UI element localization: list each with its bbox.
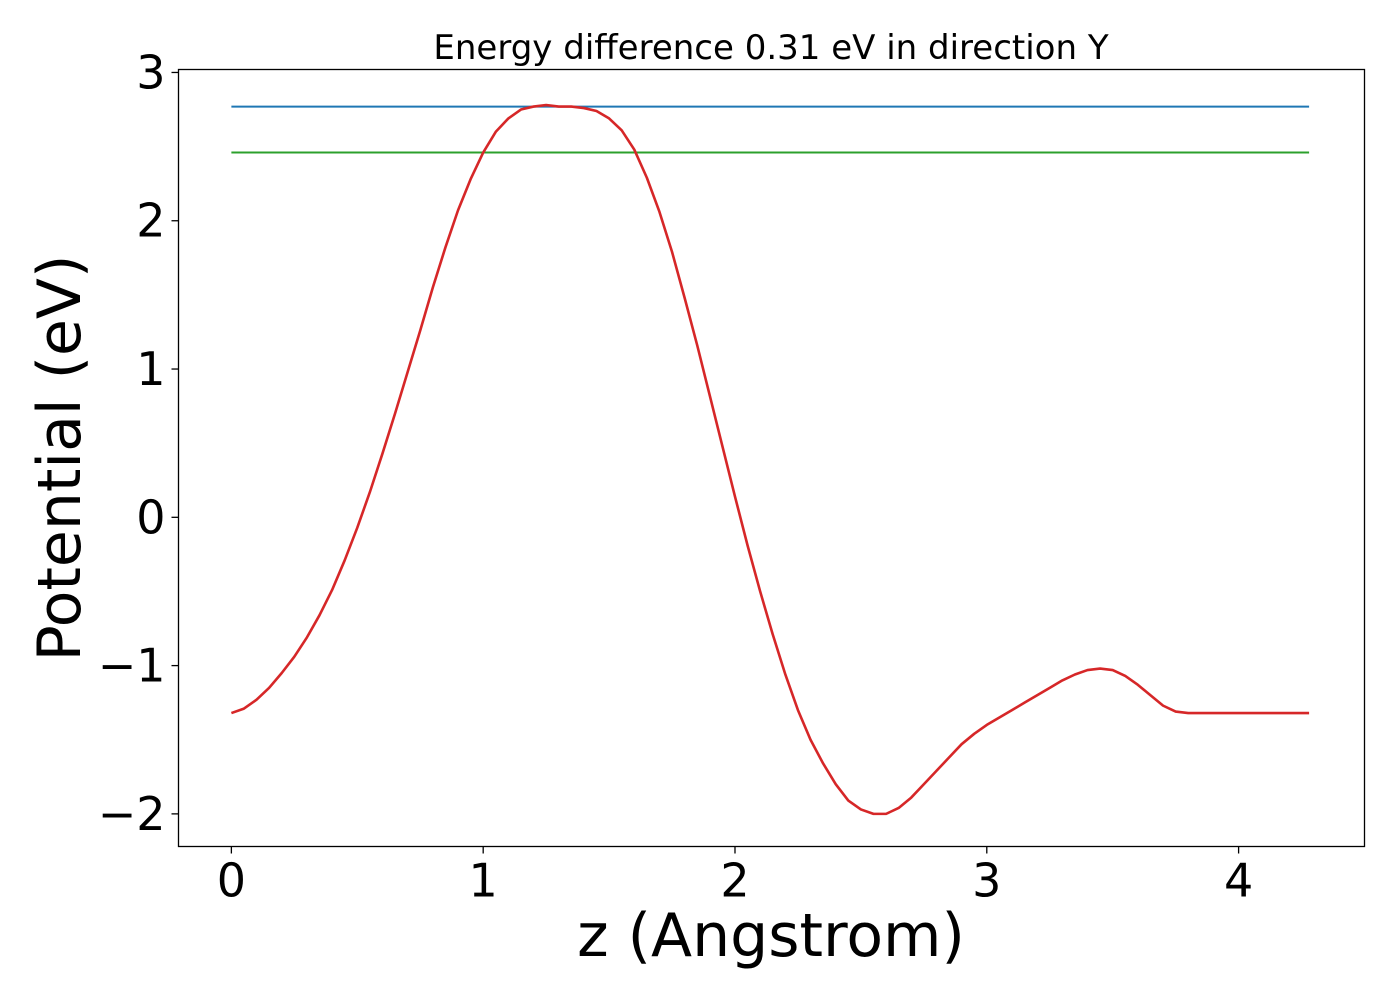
x-axis-label: z (Angstrom) (577, 901, 965, 971)
x-tick-label: 3 (972, 854, 1001, 908)
y-tick-label: 0 (136, 490, 165, 544)
y-axis-label: Potential (eV) (25, 255, 95, 662)
series-line-2 (230, 103, 1310, 816)
y-tick-label: −1 (98, 639, 166, 693)
y-tick-label: −2 (98, 787, 166, 841)
y-tick-label: 1 (136, 342, 165, 396)
x-tick-label: 2 (720, 854, 749, 908)
plot-content (230, 103, 1310, 816)
y-tick-label: 3 (136, 45, 165, 99)
x-tick-label: 4 (1224, 854, 1253, 908)
chart-title: Energy difference 0.31 eV in direction Y (433, 28, 1108, 68)
plot-frame (177, 68, 1366, 848)
y-axis-ticks: −2 −1 0 1 2 3 (98, 45, 179, 841)
y-tick-label: 2 (136, 194, 165, 248)
x-tick-label: 0 (217, 854, 246, 908)
x-axis-ticks: 0 1 2 3 4 (217, 846, 1253, 908)
x-tick-label: 1 (469, 854, 498, 908)
